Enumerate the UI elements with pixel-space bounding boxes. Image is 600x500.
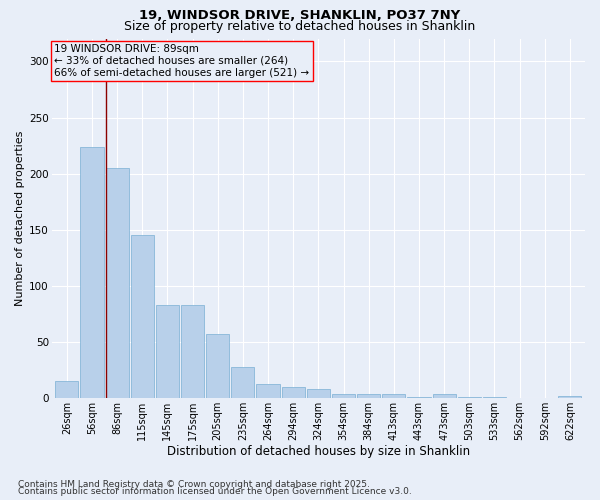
Bar: [156, 305, 179, 398]
Text: 19, WINDSOR DRIVE, SHANKLIN, PO37 7NY: 19, WINDSOR DRIVE, SHANKLIN, PO37 7NY: [139, 9, 461, 22]
Bar: [433, 394, 455, 398]
Bar: [55, 382, 79, 398]
Bar: [256, 384, 280, 398]
Bar: [131, 236, 154, 398]
Bar: [106, 168, 128, 398]
Bar: [407, 397, 431, 398]
Bar: [307, 389, 330, 398]
Text: Contains public sector information licensed under the Open Government Licence v3: Contains public sector information licen…: [18, 487, 412, 496]
Bar: [483, 397, 506, 398]
Bar: [357, 394, 380, 398]
X-axis label: Distribution of detached houses by size in Shanklin: Distribution of detached houses by size …: [167, 444, 470, 458]
Text: 19 WINDSOR DRIVE: 89sqm
← 33% of detached houses are smaller (264)
66% of semi-d: 19 WINDSOR DRIVE: 89sqm ← 33% of detache…: [55, 44, 310, 78]
Bar: [206, 334, 229, 398]
Bar: [281, 387, 305, 398]
Bar: [332, 394, 355, 398]
Bar: [80, 147, 104, 398]
Bar: [181, 305, 204, 398]
Text: Size of property relative to detached houses in Shanklin: Size of property relative to detached ho…: [124, 20, 476, 33]
Bar: [232, 367, 254, 398]
Text: Contains HM Land Registry data © Crown copyright and database right 2025.: Contains HM Land Registry data © Crown c…: [18, 480, 370, 489]
Bar: [382, 394, 406, 398]
Bar: [559, 396, 581, 398]
Bar: [458, 397, 481, 398]
Y-axis label: Number of detached properties: Number of detached properties: [15, 131, 25, 306]
